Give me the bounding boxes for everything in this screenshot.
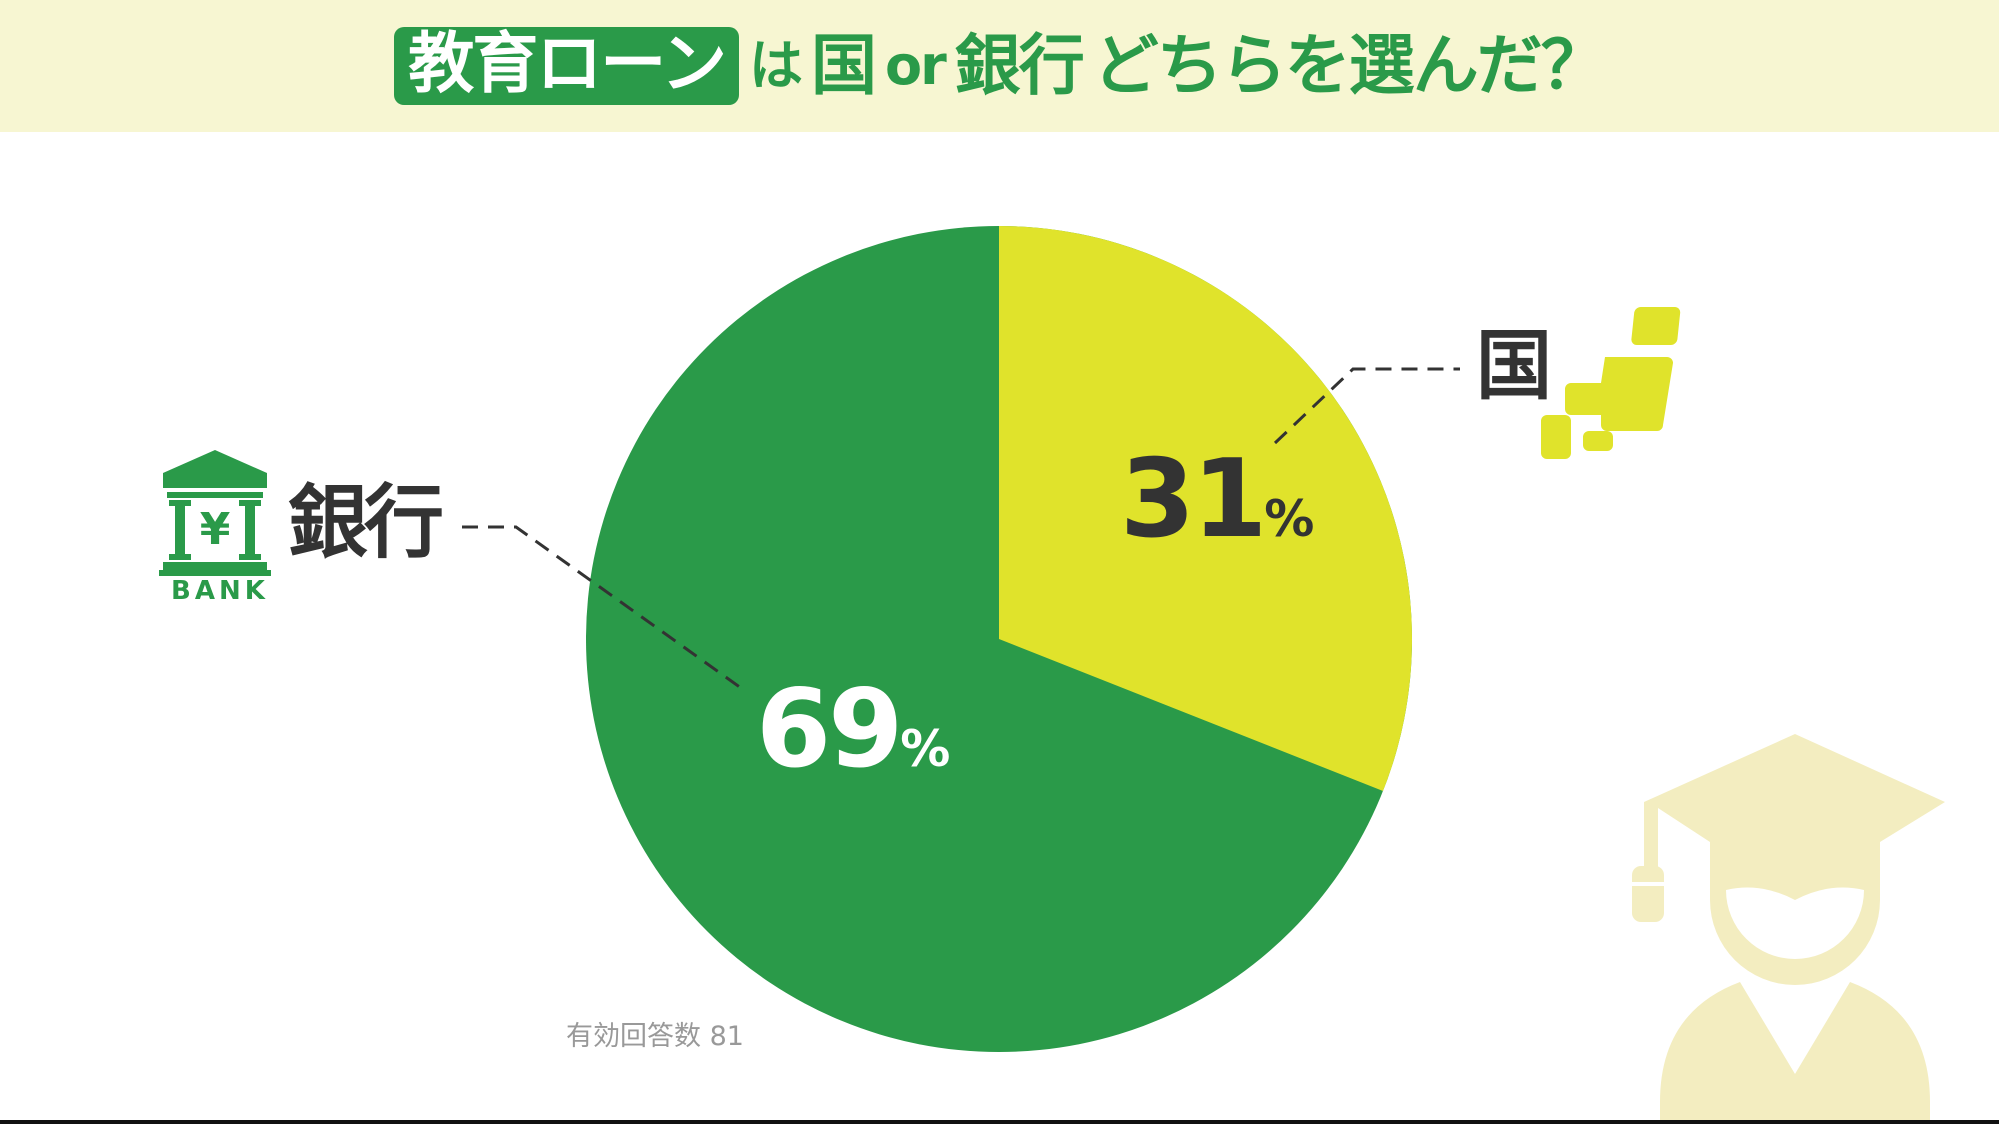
title-question: どちらを選んだ？ bbox=[1092, 27, 1607, 104]
bank-icon-caption: BANK bbox=[171, 576, 269, 606]
pct-label-bank: 69% bbox=[756, 676, 950, 784]
svg-text:¥: ¥ bbox=[200, 504, 231, 555]
bank-icon: ¥ bbox=[159, 450, 271, 576]
page-title: 教育ローン は 国 or 銀行 どちらを選んだ？ bbox=[0, 0, 1999, 132]
leader-line-kuni bbox=[1273, 367, 1460, 445]
header-band bbox=[0, 0, 1999, 132]
pie-slice-kuni bbox=[999, 226, 1412, 791]
title-or: or bbox=[884, 34, 947, 97]
pct-sign: % bbox=[1264, 490, 1315, 548]
pct-label-kuni: 31% bbox=[1120, 446, 1314, 554]
pct-sign: % bbox=[900, 720, 951, 778]
title-badge: 教育ローン bbox=[394, 27, 739, 105]
label-bank: 銀行 bbox=[288, 476, 444, 569]
leader-line-bank bbox=[462, 525, 742, 690]
graduate-icon bbox=[1632, 734, 1945, 1124]
title-bank: 銀行 bbox=[954, 27, 1085, 104]
bottom-border bbox=[0, 1120, 1999, 1124]
label-kuni: 国 bbox=[1476, 321, 1552, 410]
pct-value: 31 bbox=[1120, 437, 1267, 562]
title-kuni: 国 bbox=[810, 27, 877, 104]
sample-size-note: 有効回答数 81 bbox=[566, 1021, 744, 1052]
pct-value: 69 bbox=[756, 667, 903, 792]
title-particle: は bbox=[748, 34, 803, 97]
japan-map-icon bbox=[1541, 307, 1681, 459]
